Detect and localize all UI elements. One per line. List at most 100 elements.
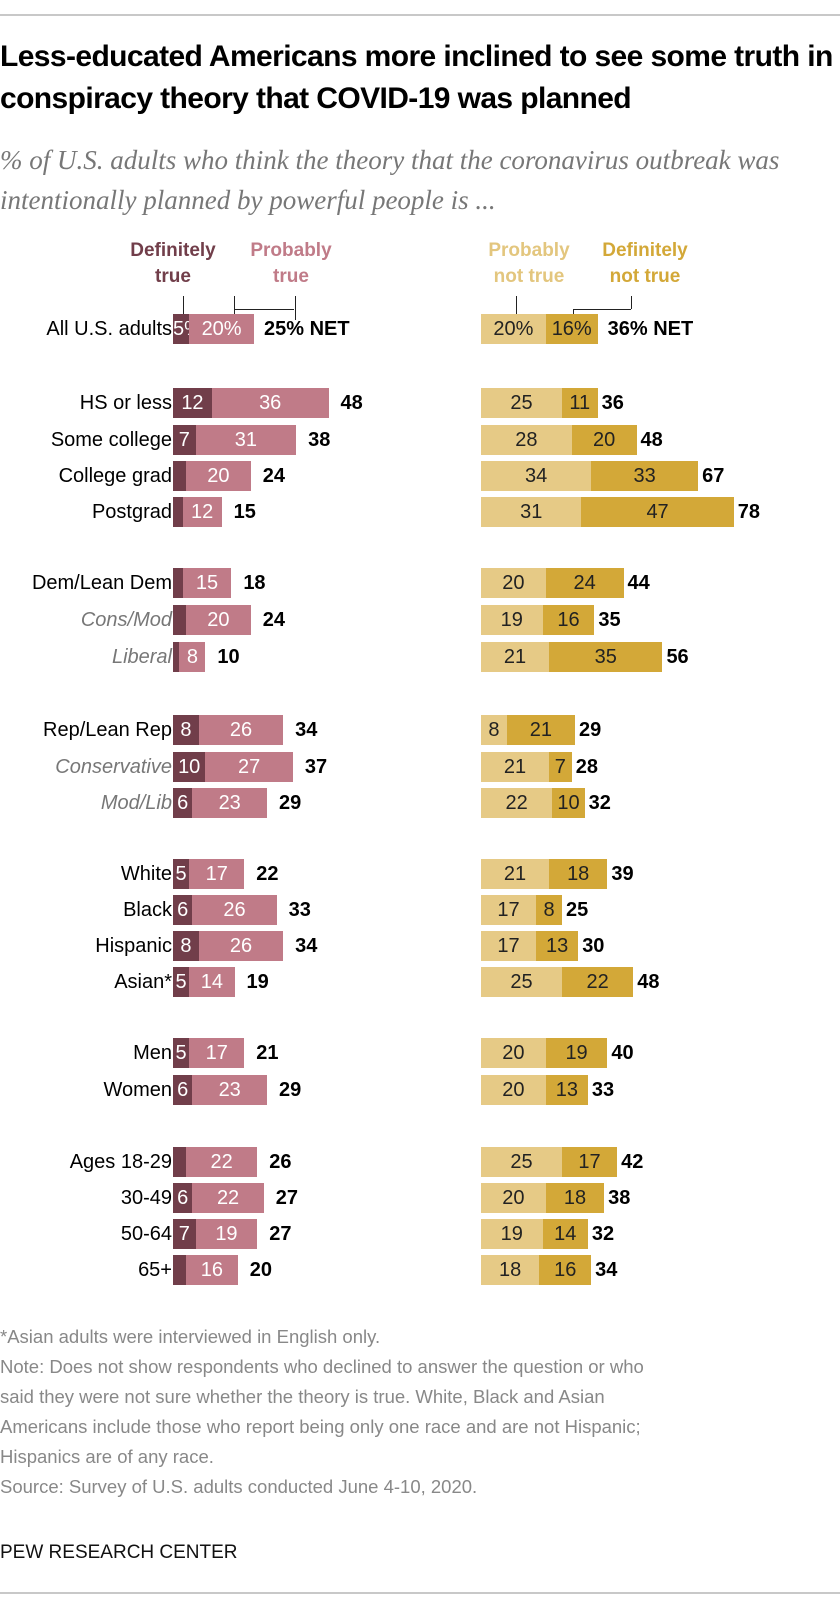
- bar-probably-true: 31: [195, 425, 297, 455]
- net-true-label: 27: [275, 1187, 298, 1209]
- bar-probably-not-true: 8: [481, 715, 507, 745]
- segment-value-label: 18: [563, 1187, 587, 1209]
- bar-probably-not-true: 21: [481, 752, 550, 782]
- segment-value-label: 26: [229, 719, 253, 741]
- net-true-label: 38: [308, 429, 331, 451]
- bar-probably-not-true: 21: [481, 642, 550, 672]
- bar-probably-not-true: 28: [481, 425, 572, 455]
- net-true-label: 37: [304, 756, 328, 778]
- segment-value-label: 25: [510, 971, 533, 993]
- segment-value-label: 21: [503, 863, 527, 885]
- net-not-true-label: 67: [702, 465, 725, 487]
- segment-value-label: 17: [578, 1151, 601, 1173]
- category-label: Women: [103, 1079, 172, 1101]
- segment-value-label: 16: [554, 1259, 577, 1281]
- segment-value-label: 20: [592, 429, 616, 451]
- net-true-label: 48: [340, 392, 363, 414]
- bar-probably-true: 26: [198, 931, 284, 961]
- note-line: Note: Does not show respondents who decl…: [0, 1356, 644, 1377]
- segment-value-label: 19: [500, 1223, 523, 1245]
- net-true-label: 29: [278, 792, 302, 814]
- net-not-true-label: 56: [666, 646, 689, 668]
- segment-value-label: 7: [554, 756, 566, 778]
- bar-definitely-not-true: 13: [536, 931, 579, 961]
- bar-probably-true: 20: [185, 461, 251, 491]
- legend-probably-not-true: Probably not true: [474, 238, 584, 290]
- segment-value-label: 21: [529, 719, 553, 741]
- category-label: Cons/Mod: [80, 609, 172, 631]
- segment-value-label: 17: [205, 1042, 228, 1064]
- segment-value-label: 23: [218, 1079, 241, 1101]
- bar-definitely-not-true: 16%: [545, 314, 598, 344]
- bar-probably-true: 15: [182, 568, 232, 598]
- segment-value-label: 22: [586, 971, 609, 993]
- bar-probably-true: 27: [205, 752, 293, 782]
- bar-probably-true: 23: [192, 788, 267, 818]
- net-true-label: 10: [217, 646, 240, 668]
- segment-value-label: 22: [505, 792, 528, 814]
- category-label: Liberal: [111, 646, 172, 668]
- bar-probably-not-true: 17: [481, 931, 537, 961]
- bar-definitely-true: 6: [173, 1075, 193, 1105]
- bar-probably-true: 23: [192, 1075, 267, 1105]
- segment-value-label: 8: [186, 646, 198, 668]
- segment-value-label: 18: [567, 863, 590, 885]
- net-not-true-label: 33: [591, 1079, 615, 1101]
- net-not-true-label: 44: [627, 572, 650, 594]
- bar-probably-not-true: 31: [481, 497, 582, 527]
- category-label: White: [120, 863, 172, 885]
- bar-definitely-true: 5: [173, 1038, 190, 1068]
- net-not-true-label: 36: [601, 392, 624, 414]
- net-true-label: 24: [262, 609, 285, 631]
- category-label: 65+: [138, 1259, 172, 1281]
- segment-value-label: 25: [510, 1151, 533, 1173]
- bar-definitely-not-true: 11: [562, 388, 598, 418]
- segment-value-label: 16%: [551, 318, 592, 340]
- bar-definitely-true: 7: [173, 425, 196, 455]
- segment-value-label: 19: [215, 1223, 238, 1245]
- legend-line: true: [155, 266, 191, 287]
- segment-value-label: 18: [499, 1259, 522, 1281]
- segment-value-label: 11: [569, 392, 591, 414]
- segment-value-label: 10: [178, 756, 201, 778]
- bar-definitely-not-true: 21: [506, 715, 575, 745]
- segment-value-label: 13: [555, 1079, 578, 1101]
- bar-definitely-not-true: 14: [542, 1219, 588, 1249]
- bar-probably-true: 20%: [189, 314, 254, 344]
- bar-definitely-true: 5: [173, 967, 190, 997]
- net-not-true-label: 32: [591, 1223, 615, 1245]
- segment-value-label: 31: [520, 501, 543, 523]
- leader-line: [234, 309, 294, 310]
- segment-value-label: 20: [502, 1042, 525, 1064]
- leader-line: [234, 296, 296, 320]
- bar-definitely-true: 6: [173, 895, 193, 925]
- bar-definitely-not-true: 20: [571, 425, 637, 455]
- segment-value-label: 8: [488, 719, 500, 741]
- bottom-rule: [0, 1592, 840, 1594]
- net-not-true-label: 30: [582, 935, 605, 957]
- bar-probably-not-true: 20: [481, 568, 546, 598]
- bar-definitely-not-true: 8: [536, 895, 562, 925]
- bar-probably-true: 26: [198, 715, 284, 745]
- segment-value-label: 5: [175, 1042, 187, 1064]
- net-true-label: 29: [278, 1079, 302, 1101]
- bar-definitely-true: 6: [173, 788, 193, 818]
- segment-value-label: 20: [502, 1079, 525, 1101]
- bar-definitely-not-true: 7: [549, 752, 572, 782]
- bar-definitely-true: 12: [173, 388, 212, 418]
- segment-value-label: 20: [207, 465, 230, 487]
- bar-probably-true: 22: [192, 1183, 264, 1213]
- bar-probably-not-true: 25: [481, 1147, 562, 1177]
- segment-value-label: 17: [205, 863, 228, 885]
- segment-value-label: 27: [238, 756, 261, 778]
- bar-definitely-true: 5%: [173, 314, 202, 344]
- segment-value-label: 5: [175, 971, 187, 993]
- segment-value-label: 36: [259, 392, 282, 414]
- bar-definitely-true: [173, 642, 180, 672]
- note-line: Hispanics are of any race.: [0, 1446, 214, 1467]
- net-true-label: 20: [249, 1259, 273, 1281]
- bar-definitely-not-true: 47: [581, 497, 734, 527]
- net-true-label: 19: [246, 971, 269, 993]
- category-label: Dem/Lean Dem: [31, 572, 172, 594]
- bar-probably-not-true: 34: [481, 461, 592, 491]
